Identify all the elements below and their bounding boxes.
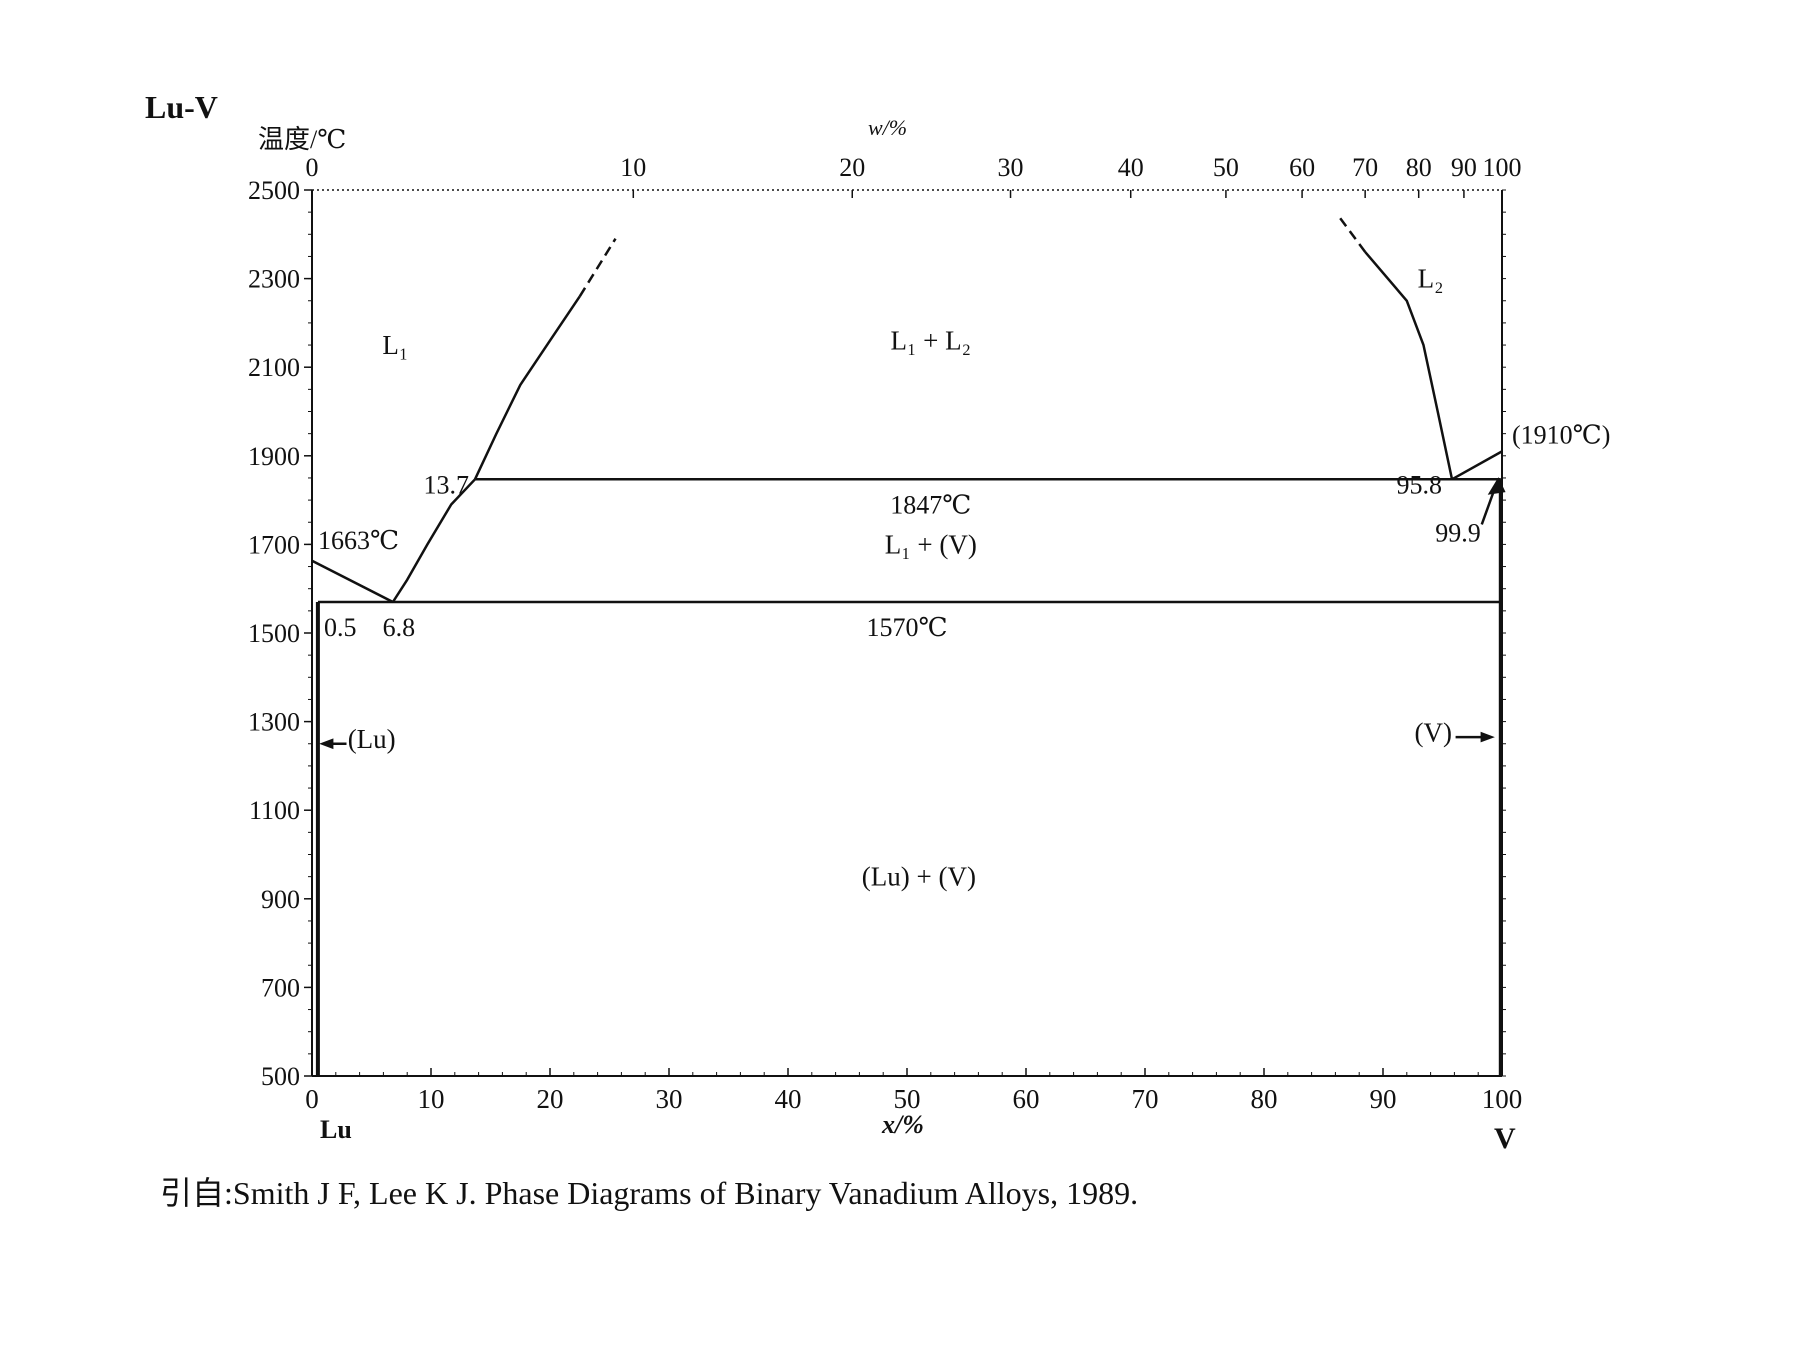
y-tick-label: 2500 [248, 176, 300, 205]
arrowhead-lu [319, 738, 334, 750]
y-tick-label: 1700 [248, 530, 300, 559]
miscibility-gap-right [1364, 251, 1454, 480]
x-tick-label: 90 [1370, 1084, 1397, 1114]
top-tick-label: 100 [1483, 153, 1522, 182]
region-label: (Lu) [348, 724, 396, 754]
point-label: 99.9 [1435, 518, 1481, 547]
left-axis-title: 温度/℃ [258, 125, 346, 154]
region-label: L₁ + L₂ [891, 326, 972, 356]
region-label: L₂ [1418, 264, 1444, 294]
bottom-axis-title: x/% [881, 1110, 924, 1139]
region-label: (V) [1415, 718, 1452, 748]
top-axis-title: w/% [868, 115, 907, 140]
region-label: (Lu) + (V) [862, 862, 976, 892]
y-tick-label: 500 [261, 1062, 300, 1091]
miscibility-gap-left [473, 295, 581, 480]
x-tick-label: 60 [1013, 1084, 1040, 1114]
x-tick-label: 100 [1482, 1084, 1523, 1114]
x-tick-label: 30 [656, 1084, 683, 1114]
y-tick-label: 900 [261, 885, 300, 914]
y-tick-label: 1900 [248, 442, 300, 471]
top-tick-label: 30 [998, 153, 1024, 182]
x-tick-label: 70 [1132, 1084, 1159, 1114]
top-tick-label: 50 [1213, 153, 1239, 182]
v-liquidus-lower [391, 478, 476, 603]
region-label: L₁ [382, 330, 408, 360]
y-tick-label: 1300 [248, 708, 300, 737]
phase-boundaries [311, 215, 1503, 1076]
top-tick-label: 20 [839, 153, 865, 182]
eutectic-temperature-label: 1570℃ [866, 613, 947, 642]
system-label: Lu-V [145, 89, 218, 125]
point-label: 13.7 [424, 470, 470, 499]
arrowhead-v [1480, 731, 1495, 743]
x-tick-label: 80 [1251, 1084, 1278, 1114]
top-tick-label: 70 [1352, 153, 1378, 182]
point-label: 0.5 [324, 613, 357, 642]
y-tick-label: 1100 [249, 796, 300, 825]
v-liquidus-upper [1451, 450, 1503, 481]
top-tick-label: 90 [1451, 153, 1477, 182]
top-tick-label: 10 [620, 153, 646, 182]
y-tick-label: 2300 [248, 265, 300, 294]
diagram-labels: 1847℃ 1570℃ 1663℃ 13.7 0.5 6.8 95.8 99.9 (1910℃)… [318, 264, 1610, 892]
x-tick-label: 20 [537, 1084, 564, 1114]
top-tick-label: 80 [1406, 153, 1432, 182]
y-tick-label: 2100 [248, 353, 300, 382]
miscibility-gap-right-dashed [1337, 215, 1367, 253]
monotectic-temperature-label: 1847℃ [890, 490, 971, 519]
point-label: (1910℃) [1512, 420, 1610, 449]
bottom-left-element: Lu [320, 1115, 352, 1144]
x-tick-label: 0 [305, 1084, 319, 1114]
lu-liquidus-to-eutectic [311, 559, 394, 604]
x-tick-label: 50 [894, 1084, 921, 1114]
axis-ticks: 5007009001100130015001700190021002300250… [248, 153, 1522, 1114]
x-tick-label: 10 [418, 1084, 445, 1114]
top-tick-label: 40 [1118, 153, 1144, 182]
x-tick-label: 40 [775, 1084, 802, 1114]
region-label: L₁ + (V) [885, 529, 977, 559]
top-tick-label: 60 [1289, 153, 1315, 182]
point-label: 1663℃ [318, 526, 399, 555]
y-tick-label: 700 [261, 973, 300, 1002]
y-tick-label: 1500 [248, 619, 300, 648]
top-tick-label: 0 [306, 153, 319, 182]
miscibility-gap-left-dashed [578, 238, 617, 297]
arrowhead-99-9 [1487, 477, 1506, 495]
source-caption: 引自:Smith J F, Lee K J. Phase Diagrams of… [160, 1175, 1139, 1211]
point-label: 6.8 [383, 613, 416, 642]
bottom-right-element: V [1494, 1122, 1516, 1155]
point-label: 95.8 [1397, 470, 1443, 499]
